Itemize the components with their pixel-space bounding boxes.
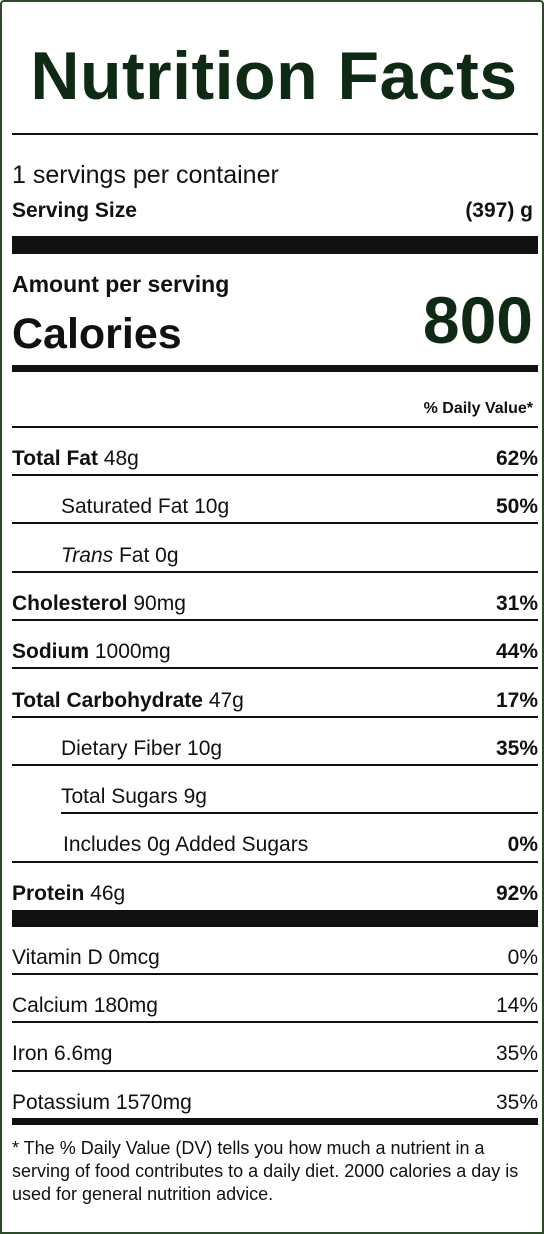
nutrient-name: Iron 6.6mg [12, 1039, 112, 1069]
nutrient-name: Total Sugars 9g [61, 782, 207, 812]
nutrient-label: Total Sugars [61, 785, 178, 808]
nutrient-dv: 35% [495, 1091, 538, 1114]
nutrient-label: Potassium [12, 1091, 111, 1114]
nutrient-amount: 180mg [93, 994, 158, 1017]
nutrient-name: Protein 46g [12, 879, 125, 909]
divider-medium [12, 1118, 538, 1125]
calories-value: 800 [422, 283, 533, 357]
nutrient-row-trans-fat: Trans Fat 0g [12, 533, 538, 581]
divider-thin [12, 474, 538, 476]
nutrient-amount: 10g [194, 495, 230, 518]
nutrient-amount: 10g [187, 737, 223, 760]
nutrient-row-dietary-fiber: Dietary Fiber 10g 35% [12, 726, 538, 774]
divider-thin [12, 619, 538, 621]
nutrient-label: Dietary Fiber [61, 737, 182, 760]
divider-thin [12, 764, 538, 766]
nutrient-row-total-carbohydrate: Total Carbohydrate 47g 17% [12, 678, 538, 726]
nutrient-name: Total Carbohydrate 47g [12, 686, 244, 716]
nutrient-name: Saturated Fat 10g [61, 492, 229, 522]
nutrient-name: Trans Fat 0g [61, 541, 179, 571]
nutrient-dv: 0% [507, 833, 538, 856]
nutrient-name: Dietary Fiber 10g [61, 734, 222, 764]
divider-thin [12, 426, 538, 428]
divider-thin [12, 571, 538, 573]
nutrient-dv: 35% [495, 737, 538, 760]
nutrient-amount: 1000mg [94, 640, 171, 663]
nutrient-row-sodium: Sodium 1000mg 44% [12, 629, 538, 677]
nutrient-row-vitamin-d: Vitamin D 0mcg 0% [12, 935, 538, 983]
nutrient-name: Sodium 1000mg [12, 637, 171, 667]
nutrient-label: Includes [63, 833, 142, 856]
divider-thick [12, 910, 538, 927]
nutrient-amount: 48g [103, 447, 139, 470]
nutrient-name: Calcium 180mg [12, 991, 158, 1021]
divider-thin [12, 973, 538, 975]
nutrient-row-protein: Protein 46g 92% [12, 871, 538, 919]
nutrient-dv: 50% [495, 495, 538, 518]
nutrient-amount: 9g [183, 785, 207, 808]
divider-thin [12, 861, 538, 863]
nutrient-label: Sodium [12, 640, 89, 663]
nutrient-label: Fat [118, 544, 150, 567]
nutrient-label: Total Fat [12, 447, 98, 470]
nutrient-amount: 46g [90, 882, 126, 905]
nutrient-name: Potassium 1570mg [12, 1088, 192, 1118]
nutrient-row-cholesterol: Cholesterol 90mg 31% [12, 581, 538, 629]
nutrient-amount: 0g [147, 833, 171, 856]
calories-label: Calories [12, 310, 182, 358]
nutrient-label: Calcium [12, 994, 88, 1017]
nutrient-amount: 0g [155, 544, 179, 567]
divider-thin [12, 133, 538, 135]
label-title: Nutrition Facts [30, 38, 518, 114]
divider-thin [12, 1070, 538, 1072]
nutrient-dv: 0% [507, 946, 538, 969]
nutrient-amount: 0mcg [108, 946, 160, 969]
nutrient-amount: 47g [208, 689, 244, 712]
servings-per-container: 1 servings per container [12, 161, 279, 189]
divider-thin [12, 522, 538, 524]
nutrient-label: Total Carbohydrate [12, 689, 203, 712]
nutrient-dv: 35% [495, 1042, 538, 1065]
nutrient-row-iron: Iron 6.6mg 35% [12, 1031, 538, 1079]
nutrient-label: Cholesterol [12, 592, 128, 615]
divider-thick [12, 236, 538, 254]
nutrient-label: Iron [12, 1042, 49, 1065]
nutrient-name: Total Fat 48g [12, 444, 139, 474]
daily-value-header: % Daily Value* [423, 400, 533, 417]
nutrient-amount: 1570mg [115, 1091, 192, 1114]
nutrient-name: Vitamin D 0mcg [12, 943, 160, 973]
divider-medium [12, 365, 538, 372]
nutrient-dv: 44% [495, 640, 538, 663]
divider-thin [12, 716, 538, 718]
nutrient-row-total-fat: Total Fat 48g 62% [12, 436, 538, 484]
amount-per-serving-label: Amount per serving [12, 271, 230, 297]
divider-thin [12, 667, 538, 669]
serving-size-value: (397) g [465, 199, 533, 222]
divider-thin [12, 1021, 538, 1023]
nutrient-amount: 90mg [133, 592, 186, 615]
nutrient-name: Cholesterol 90mg [12, 589, 186, 619]
nutrient-label: Added Sugars [175, 833, 309, 856]
nutrient-dv: 92% [495, 882, 538, 905]
nutrient-row-saturated-fat: Saturated Fat 10g 50% [12, 484, 538, 532]
nutrient-row-added-sugars: Includes 0g Added Sugars 0% [12, 822, 538, 870]
nutrient-dv: 62% [495, 447, 538, 470]
nutrient-row-total-sugars: Total Sugars 9g [12, 774, 538, 822]
daily-value-footnote: * The % Daily Value (DV) tells you how m… [12, 1138, 519, 1204]
nutrient-label-italic: Trans [61, 544, 114, 567]
nutrient-dv: 14% [495, 994, 538, 1017]
nutrient-amount: 6.6mg [54, 1042, 113, 1065]
nutrient-name: Includes 0g Added Sugars [63, 830, 308, 860]
nutrient-label: Vitamin D [12, 946, 103, 969]
nutrient-label: Protein [12, 882, 85, 905]
nutrient-label: Saturated Fat [61, 495, 189, 518]
nutrient-row-potassium: Potassium 1570mg 35% [12, 1080, 538, 1128]
serving-size-label: Serving Size [12, 199, 137, 222]
divider-indented [61, 812, 538, 814]
nutrient-dv: 17% [495, 689, 538, 712]
nutrient-row-calcium: Calcium 180mg 14% [12, 983, 538, 1031]
nutrient-dv: 31% [495, 592, 538, 615]
